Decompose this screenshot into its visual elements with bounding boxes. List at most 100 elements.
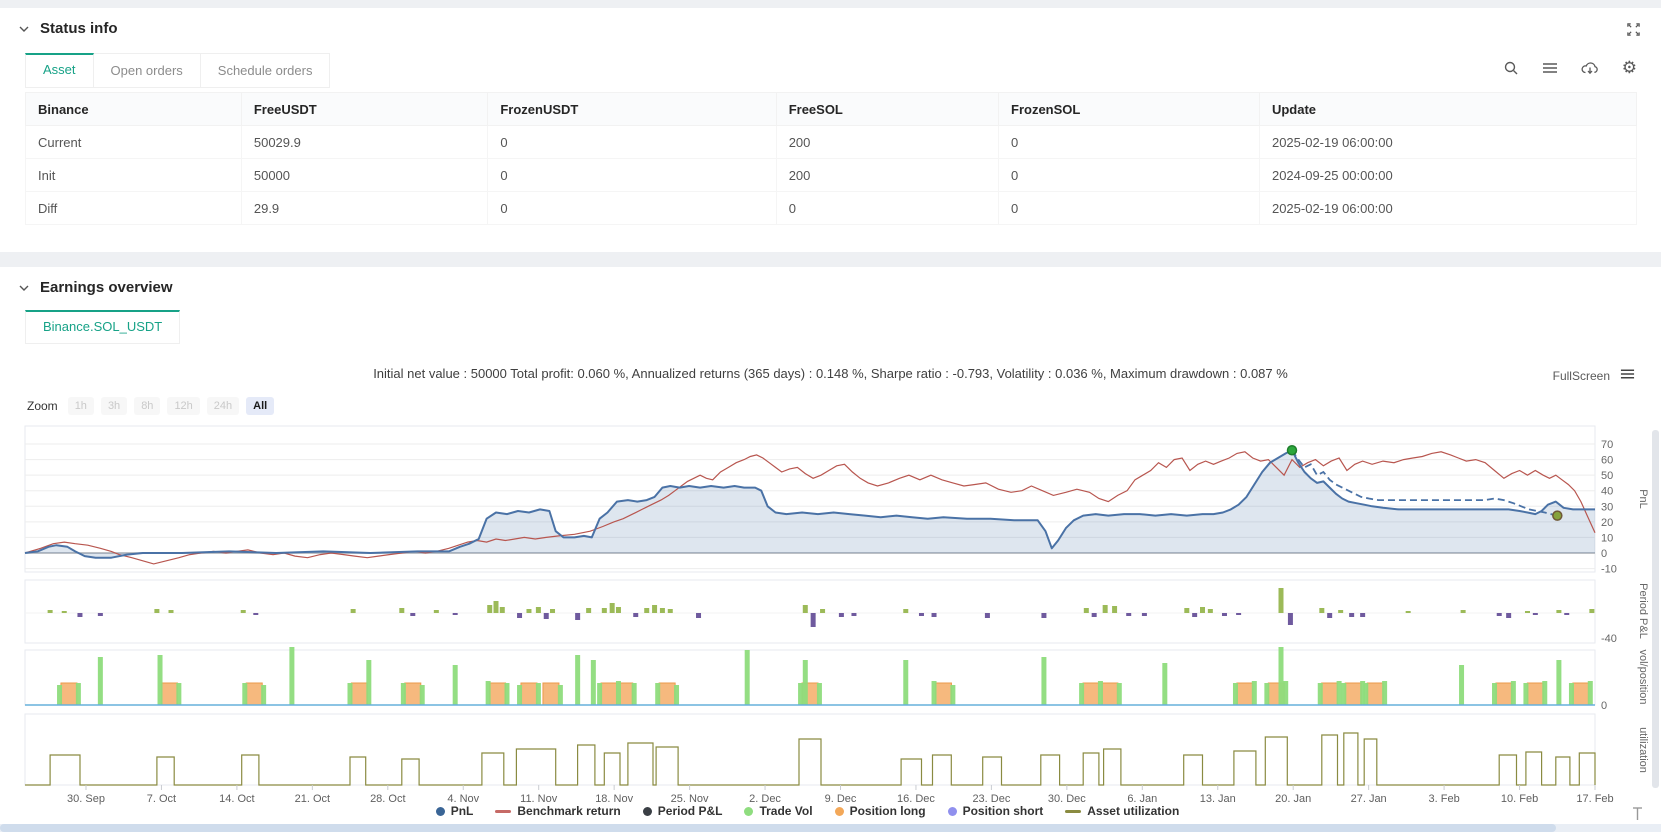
legend-dot-icon [947, 806, 957, 816]
pnl-dashed-line [1291, 449, 1558, 517]
status-tabs: Asset Open orders Schedule orders [25, 53, 331, 88]
pnl-grid: 70 60 50 40 30 20 10 0 -10 [25, 439, 1617, 576]
chart-controls: FullScreen [1553, 367, 1635, 384]
legend-label: Period P&L [657, 804, 723, 818]
chart-stats-line: Initial net value : 50000 Total profit: … [373, 366, 1288, 381]
legend-dot-icon [744, 806, 754, 816]
svg-text:14. Oct: 14. Oct [219, 793, 254, 805]
svg-text:27. Jan: 27. Jan [1351, 793, 1387, 805]
legend-item-pnl[interactable]: PnL [435, 804, 474, 818]
cell: 2025-02-19 06:00:00 [1258, 125, 1638, 159]
status-info-section: Status info Asset Open orders Schedule o… [0, 8, 1661, 252]
svg-text:40: 40 [1601, 486, 1613, 498]
current-link[interactable]: Current [25, 125, 242, 159]
col-freesol: FreeSOL [775, 92, 1000, 126]
vertical-scrollbar[interactable] [1652, 430, 1659, 788]
cloud-download-icon[interactable] [1581, 60, 1599, 76]
top-strip [0, 0, 1661, 8]
legend-item-position-long[interactable]: Position long [834, 804, 926, 818]
col-frozenusdt: FrozenUSDT [487, 92, 777, 126]
col-freeusdt: FreeUSDT [240, 92, 489, 126]
benchmark-line [24, 451, 1596, 565]
svg-text:7. Oct: 7. Oct [147, 793, 176, 805]
gear-icon[interactable]: ⚙ [1621, 58, 1637, 77]
tab-schedule-orders[interactable]: Schedule orders [200, 53, 331, 88]
tab-asset[interactable]: Asset [25, 53, 94, 88]
legend-label: PnL [450, 804, 474, 818]
asset-table-header-row: Binance FreeUSDT FrozenUSDT FreeSOL Froz… [25, 92, 1638, 126]
table-row-init: Init 50000 0 200 0 2024-09-25 00:00:00 [25, 158, 1638, 192]
chart-legend: PnL Benchmark return Period P&L Trade Vol Po… [0, 804, 1615, 818]
legend-dot-icon [435, 806, 445, 816]
cell: 0 [998, 191, 1260, 225]
horizontal-scrollbar[interactable] [0, 824, 1556, 832]
section-title-earnings: Earnings overview [40, 279, 173, 296]
drag-handle-icon[interactable] [1632, 806, 1643, 827]
zoom-button-1h[interactable]: 1h [67, 397, 94, 415]
svg-text:4. Nov: 4. Nov [447, 793, 479, 805]
zoom-button-3h[interactable]: 3h [100, 397, 128, 415]
earnings-header: Earnings overview [18, 279, 173, 296]
collapse-chevron-icon[interactable] [18, 282, 30, 294]
axis-title-pnl: PnL [1637, 489, 1649, 509]
legend-line-icon [1065, 809, 1082, 813]
pnl-area [25, 450, 1595, 558]
list-icon[interactable] [1542, 60, 1558, 76]
svg-text:30. Sep: 30. Sep [67, 793, 105, 805]
cell: 50000 [240, 158, 489, 192]
svg-text:10. Feb: 10. Feb [1501, 793, 1538, 805]
svg-text:17. Feb: 17. Feb [1576, 793, 1613, 805]
legend-label: Position long [849, 804, 926, 818]
legend-item-period-p-l[interactable]: Period P&L [642, 804, 723, 818]
col-binance: Binance [25, 92, 242, 126]
search-icon[interactable] [1503, 60, 1519, 76]
cell: 200 [775, 125, 1000, 159]
asset-table: Binance FreeUSDT FrozenUSDT FreeSOL Froz… [25, 92, 1638, 225]
tab-binance-sol-usdt[interactable]: Binance.SOL_USDT [25, 310, 181, 344]
svg-text:2. Dec: 2. Dec [749, 793, 781, 805]
cell: 0 [487, 191, 777, 225]
legend-line-icon [495, 809, 512, 813]
collapse-chevron-icon[interactable] [18, 23, 30, 35]
earnings-tabs: Binance.SOL_USDT [25, 310, 181, 344]
legend-item-benchmark-return[interactable]: Benchmark return [495, 804, 621, 818]
period-pl-bars [25, 588, 1595, 627]
chart-menu-icon[interactable] [1620, 367, 1635, 384]
expand-icon[interactable] [1626, 22, 1641, 42]
svg-text:70: 70 [1601, 439, 1613, 451]
earnings-chart[interactable]: 70 60 50 40 30 20 10 0 -10 -40 0 30. Sep 7. Oct 14. O… [0, 420, 1661, 832]
svg-text:30. Dec: 30. Dec [1048, 793, 1086, 805]
svg-text:18. Nov: 18. Nov [595, 793, 633, 805]
legend-item-position-short[interactable]: Position short [947, 804, 1044, 818]
cell: 29.9 [240, 191, 489, 225]
svg-text:11. Nov: 11. Nov [520, 793, 558, 805]
svg-text:3. Feb: 3. Feb [1429, 793, 1460, 805]
status-info-header: Status info [18, 20, 118, 37]
pnl-line [24, 449, 1595, 559]
zoom-button-12h[interactable]: 12h [167, 397, 200, 415]
legend-item-asset-utilization[interactable]: Asset utilization [1065, 804, 1179, 818]
svg-text:21. Oct: 21. Oct [295, 793, 330, 805]
fullscreen-button[interactable]: FullScreen [1552, 368, 1610, 383]
legend-item-trade-vol[interactable]: Trade Vol [744, 804, 813, 818]
svg-text:16. Dec: 16. Dec [897, 793, 935, 805]
section-title-status-info: Status info [40, 20, 118, 37]
legend-label: Position short [962, 804, 1044, 818]
svg-text:25. Nov: 25. Nov [671, 793, 709, 805]
section-separator [0, 252, 1661, 267]
x-axis: 30. Sep 7. Oct 14. Oct 21. Oct 28. Oct 4. Nov… [67, 785, 1614, 805]
col-update: Update [1258, 92, 1638, 126]
zoom-button-24h[interactable]: 24h [206, 397, 240, 415]
vol-position-bars [25, 647, 1595, 706]
svg-text:-10: -10 [1601, 564, 1617, 576]
panel-frame-3 [24, 713, 1596, 786]
tab-open-orders[interactable]: Open orders [93, 53, 201, 88]
cell: 0 [998, 125, 1260, 159]
zoom-button-8h[interactable]: 8h [134, 397, 161, 415]
table-toolbar: ⚙ [1503, 58, 1637, 77]
marker-peak [1286, 444, 1298, 456]
svg-text:23. Dec: 23. Dec [972, 793, 1010, 805]
vol-axis-label: 0 [1601, 700, 1607, 712]
zoom-button-all[interactable]: All [246, 397, 275, 415]
